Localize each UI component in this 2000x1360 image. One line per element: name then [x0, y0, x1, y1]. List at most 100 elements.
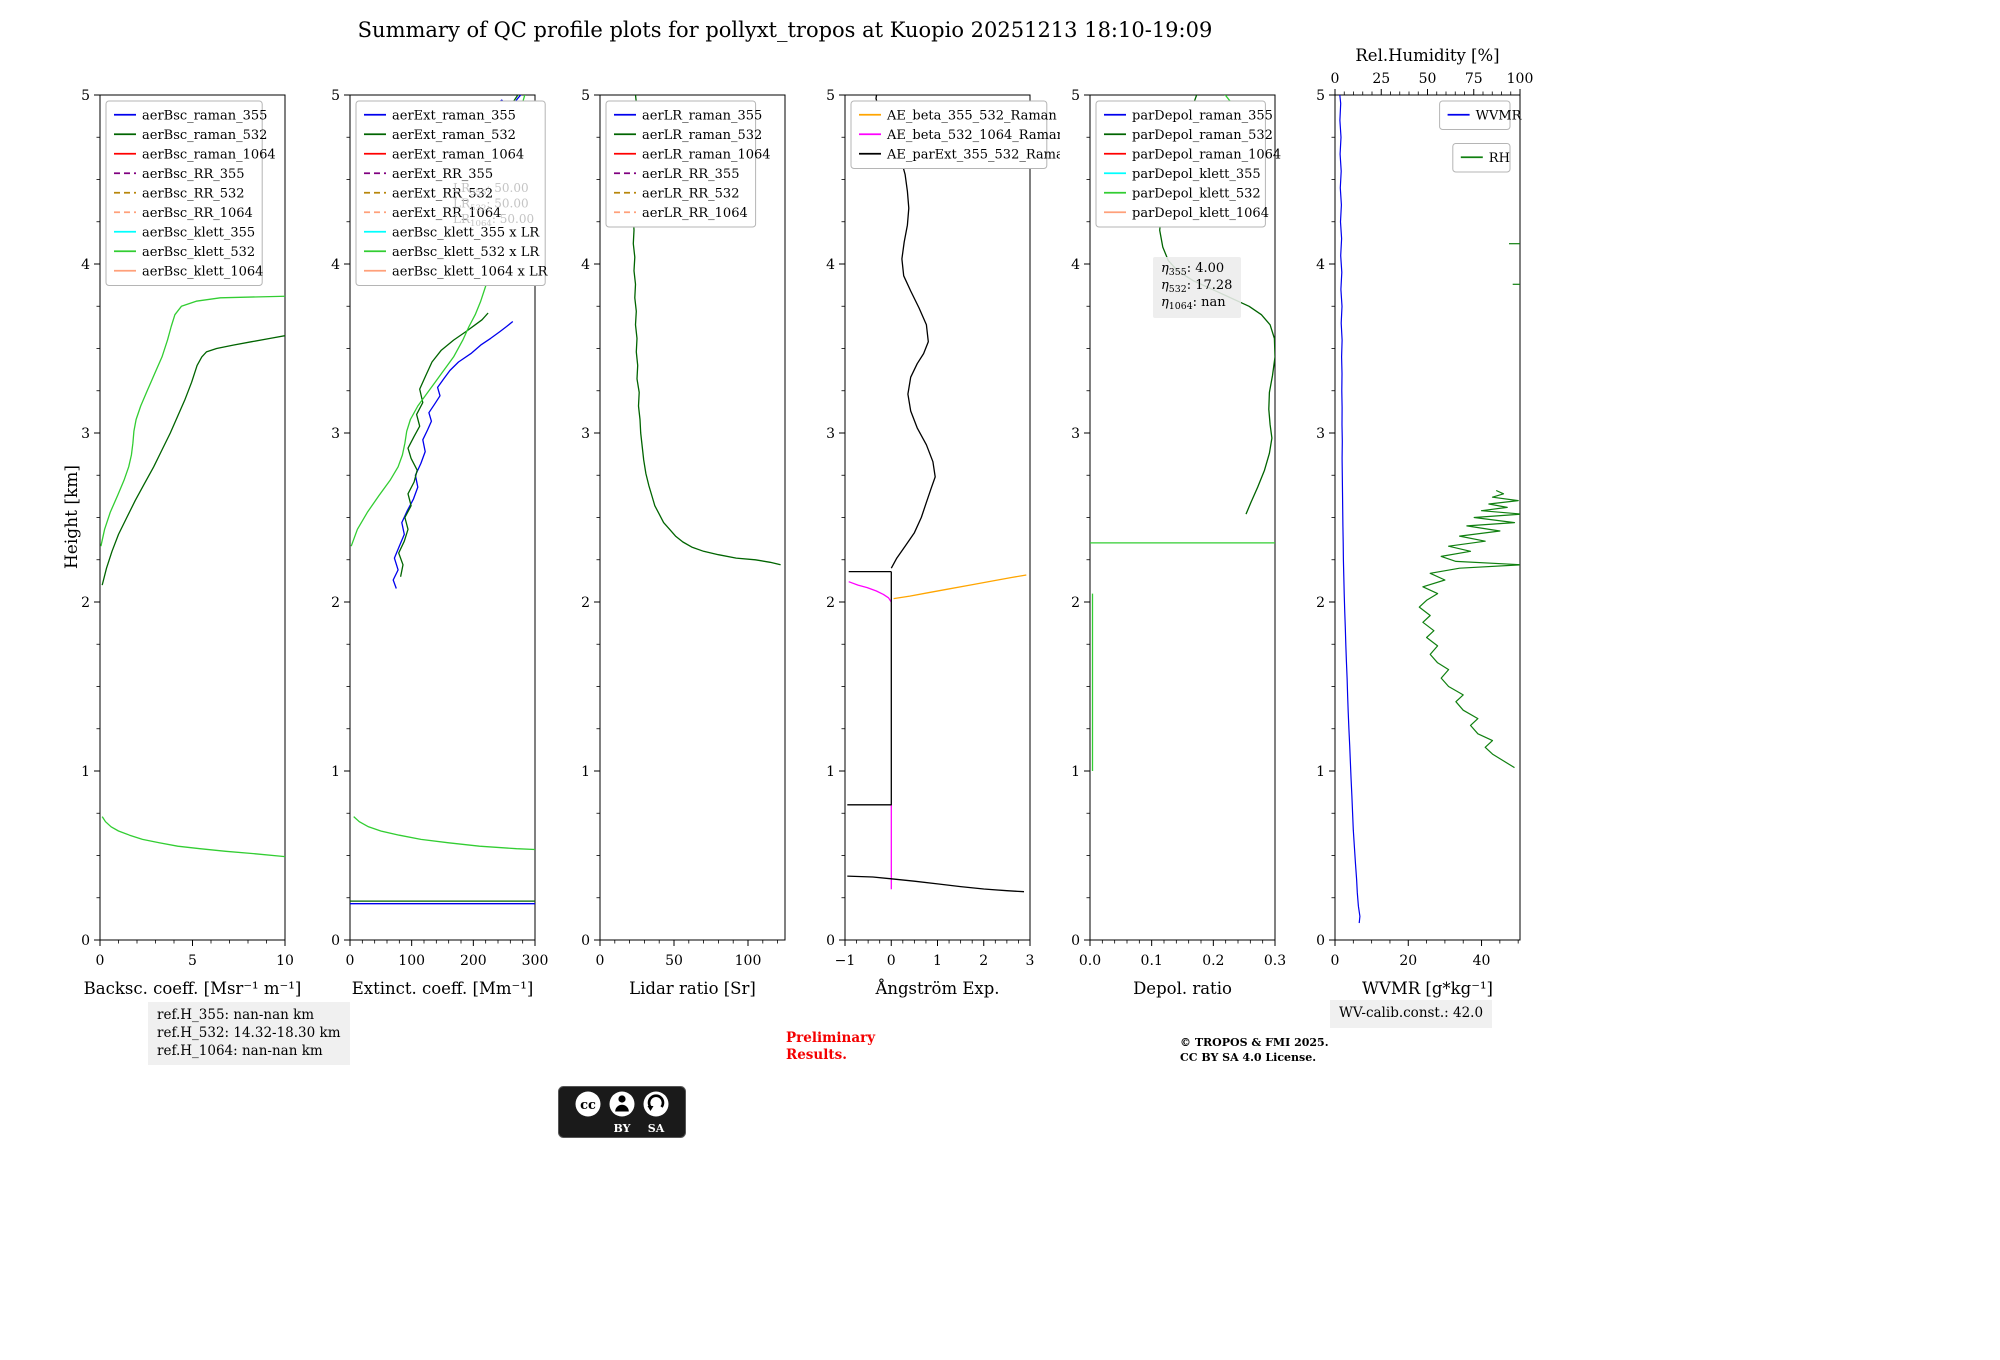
y-tick-label: 5: [1316, 88, 1325, 104]
x-tick-label: 0.3: [1264, 953, 1286, 969]
legend-label: aerBsc_klett_1064 x LR: [392, 264, 549, 279]
y-tick-label: 5: [581, 88, 590, 104]
y-tick-label: 2: [331, 595, 340, 611]
x-tick-label: 0: [346, 953, 355, 969]
legend-label: aerBsc_klett_355: [142, 225, 255, 240]
legend-label: aerBsc_klett_532: [142, 245, 255, 260]
cc-sa-label: SA: [648, 1122, 665, 1135]
legend-label: aerBsc_raman_355: [142, 108, 267, 123]
legend-label: aerExt_raman_355: [392, 108, 516, 123]
figure-title: Summary of QC profile plots for pollyxt_…: [357, 18, 1213, 42]
legend-label: aerExt_RR_1064: [392, 206, 501, 221]
series-aerBsc_klett_532: [100, 295, 285, 547]
legend-label: RH: [1489, 151, 1510, 166]
x-tick-label: 20: [1399, 953, 1417, 969]
y-tick-label: 0: [1071, 933, 1080, 949]
legend-label: parDepol_klett_355: [1132, 167, 1261, 182]
x-tick-label: 3: [1026, 953, 1035, 969]
y-tick-label: 3: [826, 426, 835, 442]
legend-label: aerLR_raman_532: [642, 128, 762, 143]
legend-label: aerExt_raman_1064: [392, 147, 524, 162]
ref-h-355-text: ref.H_355: nan-nan km: [157, 1007, 315, 1023]
y-tick-label: 5: [1071, 88, 1080, 104]
x-tick-label: 40: [1473, 953, 1491, 969]
panel-lidar-ratio: 0 50 100 0 1 2 3 4 5 Lidar ratio [Sr] aerLR_raman_…: [555, 40, 815, 1040]
legend-label: aerBsc_klett_532 x LR: [392, 245, 540, 260]
series-aerBsc_klett_532: [101, 816, 285, 858]
legend-label: parDepol_raman_1064: [1132, 147, 1281, 162]
legend-label: aerBsc_RR_1064: [142, 206, 253, 221]
y-tick-label: 0: [581, 933, 590, 949]
y-tick-label: 1: [1316, 764, 1325, 780]
legend-label: aerBsc_raman_532: [142, 128, 267, 143]
annotation-text: η355: 4.00: [1161, 261, 1224, 278]
series-AE_parExt_355_532_Raman: [847, 571, 892, 806]
y-tick-label: 3: [1316, 426, 1325, 442]
y-tick-label: 1: [331, 764, 340, 780]
y-tick-label: 0: [826, 933, 835, 949]
axes-frame: [844, 94, 1031, 941]
legend-label: aerLR_RR_1064: [642, 206, 748, 221]
annotation-text: LR1064: 50.00: [453, 212, 534, 229]
legend-label: aerBsc_raman_1064: [142, 147, 276, 162]
y-tick-label: 5: [81, 88, 90, 104]
copyright-note: © TROPOS & FMI 2025. CC BY SA 4.0 Licens…: [1180, 1036, 1329, 1066]
x-tick-label: 0: [96, 953, 105, 969]
y-tick-label: 0: [81, 933, 90, 949]
annotation-box: [1153, 257, 1241, 318]
legend-box: [850, 100, 1048, 169]
legend-label: WVMR: [1476, 108, 1523, 123]
series-WVMR: [1339, 95, 1361, 924]
cc-by-label: BY: [614, 1122, 631, 1135]
legend-label: parDepol_raman_355: [1132, 108, 1273, 123]
y-tick-label: 1: [1071, 764, 1080, 780]
x-axis-label: Lidar ratio [Sr]: [629, 979, 756, 998]
cc-badge-graphic: cc BY SA: [558, 1086, 686, 1138]
x-axis-label: Depol. ratio: [1133, 979, 1232, 998]
wv-calibration-note: WV-calib.const.: 42.0: [1330, 1000, 1493, 1028]
sa-arrow-icon: [643, 1091, 669, 1117]
y-tick-label: 0: [331, 933, 340, 949]
x-tick-label: 10: [276, 953, 294, 969]
legend-label: AE_beta_355_532_Raman: [886, 108, 1057, 123]
legend-label: aerLR_RR_532: [642, 186, 739, 201]
reference-height-note: ref.H_355: nan-nan km ref.H_532: 14.32-1…: [148, 1002, 350, 1066]
ref-h-1064-text: ref.H_1064: nan-nan km: [157, 1042, 323, 1059]
legend-label: AE_beta_532_1064_Raman: [886, 128, 1060, 143]
legend-label: parDepol_raman_532: [1132, 128, 1273, 143]
depol-ratio-chart: 0.0 0.1 0.2 0.3 0 1 2 3 4 5 Depol. ratio parDepol_r…: [1071, 88, 1286, 998]
annotation-text: η532: 17.28: [1161, 278, 1232, 295]
x-tick-label: 5: [188, 953, 197, 969]
legend-label: parDepol_klett_532: [1132, 186, 1261, 201]
panel-extinction: 0 100 200 300 0 1 2 3 4 5 Extinct. coeff. [Mm⁻¹] ae…: [305, 40, 565, 1040]
x-tick-label: 50: [665, 953, 683, 969]
top-tick-label: 25: [1372, 71, 1390, 87]
legend-label: aerBsc_RR_532: [142, 186, 245, 201]
legend-box: [605, 100, 757, 228]
annotation-text: LR532: 50.00: [453, 197, 529, 214]
legend-box: [105, 100, 263, 286]
legend-label: aerLR_raman_355: [642, 108, 762, 123]
preliminary-line-2: Results.: [786, 1046, 847, 1063]
y-tick-label: 2: [826, 595, 835, 611]
annotation-text: η1064: nan: [1161, 295, 1226, 312]
x-tick-label: 300: [522, 953, 549, 969]
legend-label: aerExt_raman_532: [392, 128, 516, 143]
panel-depol-ratio: 0.0 0.1 0.2 0.3 0 1 2 3 4 5 Depol. ratio parDepol_r…: [1045, 40, 1305, 1040]
series-aerBsc_klett_532_x_LR: [353, 816, 535, 851]
x-axis-label: Ångström Exp.: [874, 978, 999, 998]
y-tick-label: 2: [1071, 595, 1080, 611]
preliminary-results-note: Preliminary Results.: [786, 1030, 875, 1064]
x-tick-label: 0: [596, 953, 605, 969]
legend-label: aerExt_RR_532: [392, 186, 493, 201]
series-aerExt_raman_532: [398, 312, 489, 577]
y-tick-label: 3: [81, 426, 90, 442]
x-tick-label: 1: [933, 953, 942, 969]
y-tick-label: 4: [1071, 257, 1080, 273]
x-tick-label: 0: [887, 953, 896, 969]
series-AE_parExt_355_532_Raman: [847, 875, 1025, 893]
y-tick-label: 3: [1071, 426, 1080, 442]
x-tick-label: 0: [1331, 953, 1340, 969]
series-RH: [1418, 489, 1520, 769]
